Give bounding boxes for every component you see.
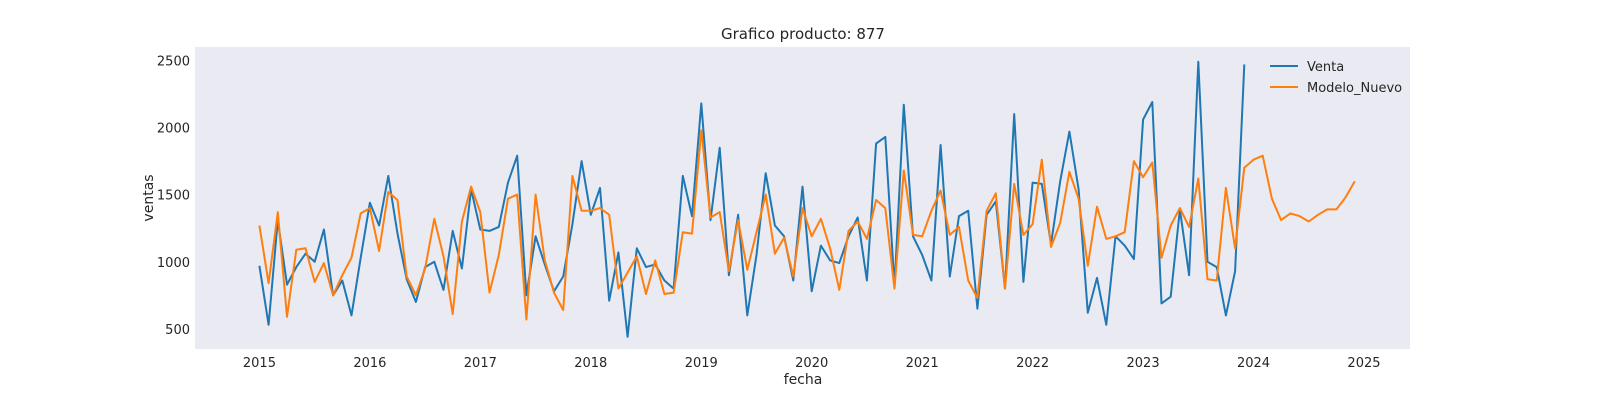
x-tick-label: 2021 bbox=[906, 356, 939, 371]
legend-label: Modelo_Nuevo bbox=[1307, 81, 1402, 96]
x-tick-label: 2025 bbox=[1347, 356, 1380, 371]
y-tick-label: 2500 bbox=[157, 54, 190, 69]
series-layer bbox=[258, 60, 1356, 338]
x-axis-label: fecha bbox=[784, 372, 823, 388]
x-tick-label: 2016 bbox=[353, 356, 386, 371]
x-tick-label: 2019 bbox=[685, 356, 718, 371]
x-axis-ticks: 2015 2016 2017 2018 2019 2020 2021 2022 2023 2024… bbox=[243, 356, 1381, 371]
y-axis-ticks: 500 1000 1500 2000 2500 bbox=[157, 54, 190, 337]
chart-title: Grafico producto: 877 bbox=[721, 25, 885, 43]
y-tick-label: 500 bbox=[165, 323, 190, 338]
y-tick-label: 1500 bbox=[157, 189, 190, 204]
x-tick-label: 2018 bbox=[574, 356, 607, 371]
legend-label: Venta bbox=[1307, 60, 1344, 75]
x-tick-label: 2015 bbox=[243, 356, 276, 371]
y-tick-label: 2000 bbox=[157, 122, 190, 137]
x-tick-label: 2024 bbox=[1237, 356, 1270, 371]
x-tick-label: 2023 bbox=[1127, 356, 1160, 371]
x-tick-label: 2020 bbox=[795, 356, 828, 371]
series-line-modelo-nuevo bbox=[258, 129, 1356, 321]
legend: Venta Modelo_Nuevo bbox=[1270, 60, 1402, 96]
x-tick-label: 2022 bbox=[1016, 356, 1049, 371]
x-tick-label: 2017 bbox=[464, 356, 497, 371]
y-tick-label: 1000 bbox=[157, 256, 190, 271]
y-axis-label: ventas bbox=[141, 174, 157, 221]
